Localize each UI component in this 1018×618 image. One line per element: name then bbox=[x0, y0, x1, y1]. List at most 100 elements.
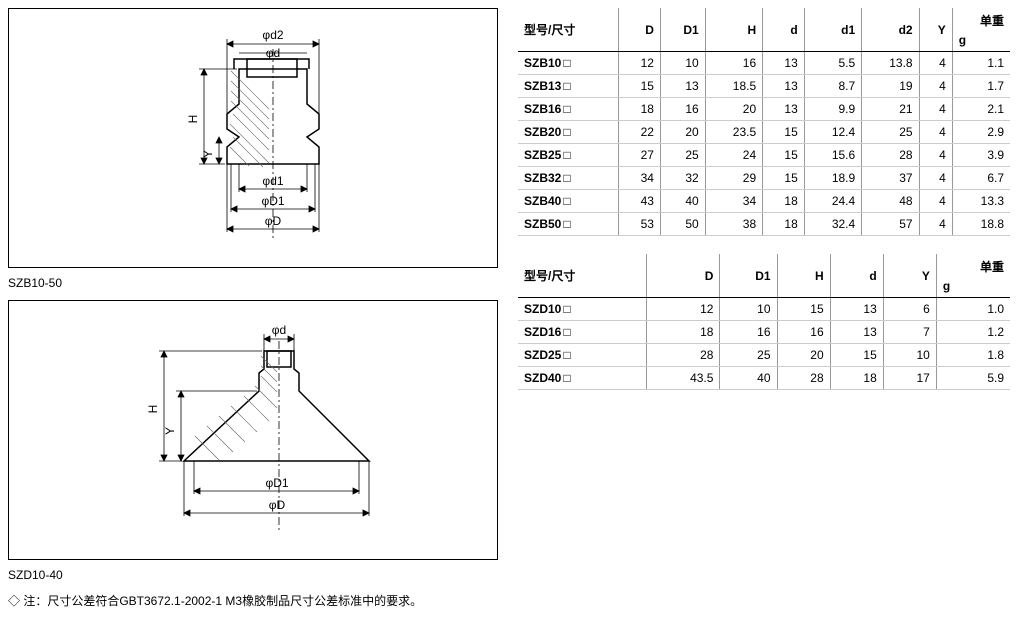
cell-g: 1.1 bbox=[952, 52, 1010, 75]
cell-Y: 7 bbox=[883, 321, 936, 344]
cell-H: 28 bbox=[777, 367, 830, 390]
cell-d1: 9.9 bbox=[804, 98, 861, 121]
table-row: SZB25 27 25 24 15 15.6 28 4 3.9 bbox=[518, 144, 1010, 167]
cell-d1: 24.4 bbox=[804, 190, 861, 213]
cell-d: 13 bbox=[763, 52, 805, 75]
cell-D1: 16 bbox=[720, 321, 777, 344]
cell-Y: 4 bbox=[919, 167, 952, 190]
cell-model: SZB40 bbox=[518, 190, 619, 213]
cell-H: 16 bbox=[777, 321, 830, 344]
cell-d2: 13.8 bbox=[862, 52, 919, 75]
t1-header-unit: g bbox=[952, 33, 1010, 52]
table-row: SZD40 43.5 40 28 18 17 5.9 bbox=[518, 367, 1010, 390]
table-row: SZB40 43 40 34 18 24.4 48 4 13.3 bbox=[518, 190, 1010, 213]
cell-d1: 5.5 bbox=[804, 52, 861, 75]
cell-d1: 18.9 bbox=[804, 167, 861, 190]
cell-D1: 25 bbox=[720, 344, 777, 367]
dim-label-d: φd bbox=[266, 46, 280, 60]
cell-model: SZB32 bbox=[518, 167, 619, 190]
t2-header-D: D bbox=[647, 254, 720, 298]
cell-d: 18 bbox=[763, 190, 805, 213]
table-row: SZD25 28 25 20 15 10 1.8 bbox=[518, 344, 1010, 367]
cell-model: SZB25 bbox=[518, 144, 619, 167]
dim2-label-D: φD bbox=[269, 498, 286, 512]
t2-header-H: H bbox=[777, 254, 830, 298]
table-row: SZB32 34 32 29 15 18.9 37 4 6.7 bbox=[518, 167, 1010, 190]
cell-d: 13 bbox=[763, 75, 805, 98]
cell-D: 12 bbox=[647, 298, 720, 321]
cell-H: 20 bbox=[777, 344, 830, 367]
dim-label-Y: Y bbox=[201, 150, 215, 158]
cell-g: 13.3 bbox=[952, 190, 1010, 213]
cell-D1: 13 bbox=[660, 75, 705, 98]
cell-g: 2.9 bbox=[952, 121, 1010, 144]
cell-D1: 40 bbox=[720, 367, 777, 390]
cell-D: 27 bbox=[619, 144, 661, 167]
cell-d: 13 bbox=[830, 321, 883, 344]
t1-header-H: H bbox=[705, 8, 762, 52]
cell-Y: 4 bbox=[919, 190, 952, 213]
cell-H: 24 bbox=[705, 144, 762, 167]
cell-d2: 28 bbox=[862, 144, 919, 167]
cell-g: 1.0 bbox=[936, 298, 1010, 321]
cell-D: 34 bbox=[619, 167, 661, 190]
cell-d: 15 bbox=[763, 121, 805, 144]
dim-label-D1: φD1 bbox=[261, 194, 284, 208]
cell-H: 15 bbox=[777, 298, 830, 321]
cell-g: 5.9 bbox=[936, 367, 1010, 390]
table-row: SZB13 15 13 18.5 13 8.7 19 4 1.7 bbox=[518, 75, 1010, 98]
cell-g: 3.9 bbox=[952, 144, 1010, 167]
cell-D1: 25 bbox=[660, 144, 705, 167]
cell-H: 18.5 bbox=[705, 75, 762, 98]
cell-H: 16 bbox=[705, 52, 762, 75]
cell-Y: 4 bbox=[919, 213, 952, 236]
cell-g: 1.8 bbox=[936, 344, 1010, 367]
cell-d2: 37 bbox=[862, 167, 919, 190]
cell-D1: 16 bbox=[660, 98, 705, 121]
cell-d: 15 bbox=[763, 144, 805, 167]
cell-g: 1.2 bbox=[936, 321, 1010, 344]
diagram-szb-label: SZB10-50 bbox=[8, 276, 498, 290]
cell-D: 12 bbox=[619, 52, 661, 75]
cell-model: SZB20 bbox=[518, 121, 619, 144]
cell-Y: 4 bbox=[919, 75, 952, 98]
cell-g: 18.8 bbox=[952, 213, 1010, 236]
table-row: SZB20 22 20 23.5 15 12.4 25 4 2.9 bbox=[518, 121, 1010, 144]
t2-header-weight: 单重 bbox=[936, 254, 1010, 279]
t2-header-Y: Y bbox=[883, 254, 936, 298]
t2-header-unit: g bbox=[936, 279, 1010, 298]
cell-d: 18 bbox=[830, 367, 883, 390]
cell-Y: 6 bbox=[883, 298, 936, 321]
cell-H: 34 bbox=[705, 190, 762, 213]
cell-d: 15 bbox=[763, 167, 805, 190]
cell-D: 43.5 bbox=[647, 367, 720, 390]
dim2-label-H: H bbox=[146, 405, 160, 414]
table-row: SZD10 12 10 15 13 6 1.0 bbox=[518, 298, 1010, 321]
cell-H: 29 bbox=[705, 167, 762, 190]
t2-header-model: 型号/尺寸 bbox=[518, 254, 647, 298]
cell-D1: 50 bbox=[660, 213, 705, 236]
cell-d1: 8.7 bbox=[804, 75, 861, 98]
cell-H: 20 bbox=[705, 98, 762, 121]
dim-label-D: φD bbox=[265, 214, 282, 228]
cell-d2: 19 bbox=[862, 75, 919, 98]
cell-d1: 32.4 bbox=[804, 213, 861, 236]
table-row: SZB16 18 16 20 13 9.9 21 4 2.1 bbox=[518, 98, 1010, 121]
cell-d2: 57 bbox=[862, 213, 919, 236]
diagram-szd-label: SZD10-40 bbox=[8, 568, 498, 582]
cell-d2: 48 bbox=[862, 190, 919, 213]
cell-Y: 4 bbox=[919, 144, 952, 167]
cell-D: 22 bbox=[619, 121, 661, 144]
cell-D1: 40 bbox=[660, 190, 705, 213]
table-szd: 型号/尺寸 D D1 H d Y 单重 g SZD10 12 10 15 13 … bbox=[518, 254, 1010, 390]
cell-Y: 4 bbox=[919, 121, 952, 144]
dim-label-d1: φd1 bbox=[262, 174, 283, 188]
cell-d: 15 bbox=[830, 344, 883, 367]
dim2-label-Y: Y bbox=[163, 427, 177, 435]
t1-header-d: d bbox=[763, 8, 805, 52]
cell-d: 13 bbox=[830, 298, 883, 321]
cell-g: 6.7 bbox=[952, 167, 1010, 190]
dim-label-d2: φd2 bbox=[262, 28, 283, 42]
cell-model: SZB16 bbox=[518, 98, 619, 121]
table-row: SZB50 53 50 38 18 32.4 57 4 18.8 bbox=[518, 213, 1010, 236]
